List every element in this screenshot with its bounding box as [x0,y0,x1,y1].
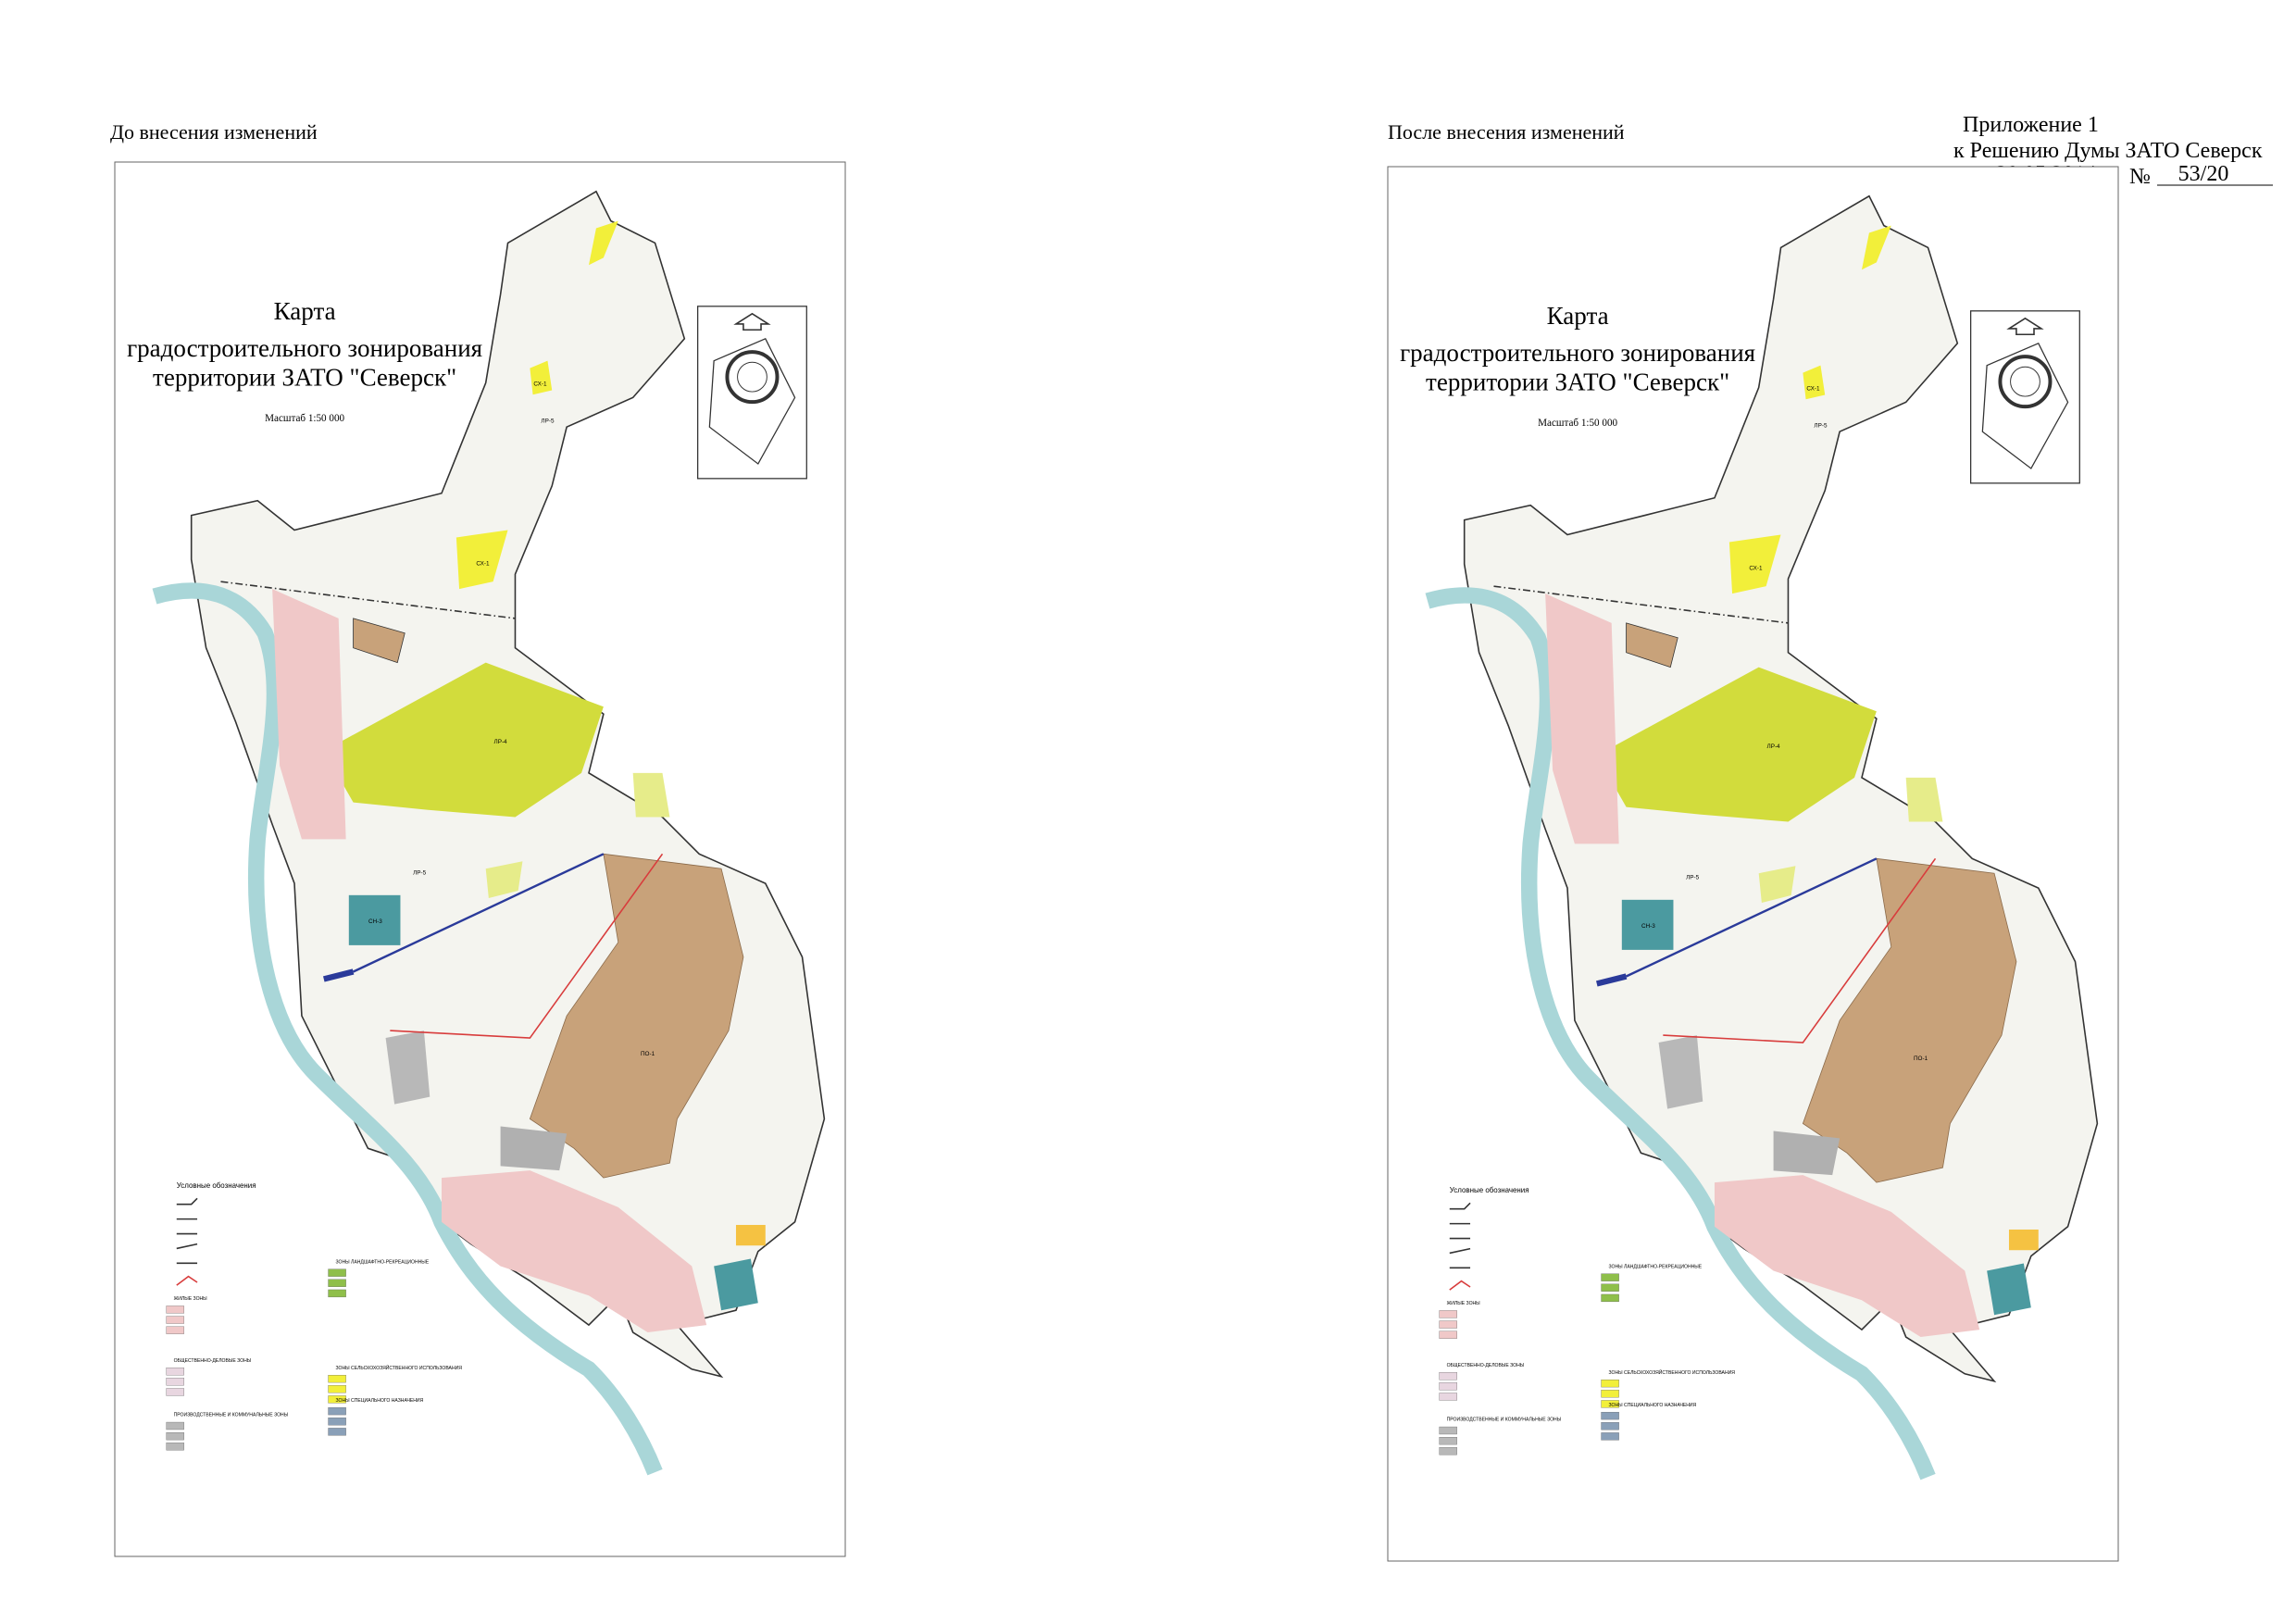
legend-swatch [166,1421,184,1430]
map-title: Карта [274,297,336,325]
map-title: территории ЗАТО "Северск" [153,364,456,392]
legend-swatch [328,1279,346,1287]
legend-swatch [328,1418,346,1426]
zone-label: СН-3 [1641,923,1655,930]
legend-swatch [328,1268,346,1277]
map-title: территории ЗАТО "Северск" [1426,369,1729,396]
legend-swatch [1439,1393,1457,1401]
map: Карта градостроительного зонированиятерри… [1400,196,2097,1477]
zone-label: ЛР-5 [1686,875,1700,881]
legend-swatch [328,1395,346,1404]
legend-section: ЖИЛЫЕ ЗОНЫ [1447,1301,1481,1306]
appendix-decision: к Решению Думы ЗАТО Северск [1953,139,2263,163]
legend-swatch [1601,1400,1619,1408]
map-title: градостроительного зонирования [1400,339,1755,367]
legend-swatch [1601,1432,1619,1441]
legend-title: Условные обозначения [177,1181,256,1190]
zone-label: СН-3 [368,918,382,925]
legend-section: ЗОНЫ СЕЛЬСКОХОЗЯЙСТВЕННОГО ИСПОЛЬЗОВАНИЯ [336,1364,463,1371]
map: Карта градостроительного зонированиятерри… [127,192,824,1472]
zone-label: ЛР-5 [413,870,427,877]
panel-caption: До внесения изменений [110,120,318,144]
legend-section: ЗОНЫ ЛАНДШАФТНО-РЕКРЕАЦИОННЫЕ [336,1259,430,1265]
legend-section: ЗОНЫ ЛАНДШАФТНО-РЕКРЕАЦИОННЫЕ [1609,1264,1703,1269]
legend-swatch [1601,1380,1619,1388]
legend-section: ЗОНЫ СПЕЦИАЛЬНОГО НАЗНАЧЕНИЯ [1609,1403,1697,1408]
legend-swatch [1601,1390,1619,1398]
legend-swatch [166,1378,184,1386]
legend-swatch [328,1428,346,1436]
legend-swatch [328,1406,346,1416]
map-title: градостроительного зонирования [127,334,482,362]
legend-section: ОБЩЕСТВЕННО-ДЕЛОВЫЕ ЗОНЫ [174,1358,252,1364]
legend-section: ЗОНЫ СПЕЦИАЛЬНОГО НАЗНАЧЕНИЯ [336,1398,424,1404]
legend-title: Условные обозначения [1450,1186,1529,1194]
legend-swatch [166,1326,184,1334]
legend-swatch [1439,1320,1457,1329]
zone-label: ЛР-5 [1814,422,1828,429]
legend-swatch [1601,1422,1619,1430]
legend-swatch [166,1443,184,1451]
legend-swatch [328,1289,346,1298]
legend-swatch [1439,1330,1457,1339]
zone-label: ПО-1 [1914,1056,1928,1062]
zone-label: СХ-1 [1806,386,1820,393]
zone-label: ЛР-4 [494,739,508,745]
legend-swatch [1439,1437,1457,1445]
legend-section: ЗОНЫ СЕЛЬСКОХОЗЯЙСТВЕННОГО ИСПОЛЬЗОВАНИЯ [1609,1368,1736,1376]
legend-swatch [1439,1310,1457,1318]
legend-swatch [1439,1447,1457,1455]
legend-swatch [1601,1293,1619,1303]
zone-label: СХ-1 [533,381,547,388]
legend-section: ПРОИЗВОДСТВЕННЫЕ И КОММУНАЛЬНЫЕ ЗОНЫ [1447,1418,1562,1423]
appendix-title: Приложение 1 [1963,113,2099,137]
map-title: Карта [1547,302,1609,330]
legend-section: ЖИЛЫЕ ЗОНЫ [174,1296,208,1302]
legend-section: ОБЩЕСТВЕННО-ДЕЛОВЫЕ ЗОНЫ [1447,1363,1525,1368]
legend-swatch [1439,1426,1457,1435]
legend-swatch [328,1375,346,1383]
zone-label: СХ-1 [476,561,490,568]
map-scale: Масштаб 1:50 000 [1538,418,1617,429]
zone-label: ПО-1 [641,1051,655,1057]
legend-swatch [1439,1382,1457,1391]
legend-swatch [166,1368,184,1376]
zone-label: СХ-1 [1749,566,1763,572]
appendix-number-prefix: № [2129,165,2151,189]
panel-caption: После внесения изменений [1388,120,1625,144]
legend-swatch [1601,1411,1619,1420]
legend-swatch [1439,1372,1457,1380]
legend-swatch [166,1388,184,1396]
legend-swatch [328,1385,346,1393]
legend-swatch [1601,1273,1619,1281]
zone-label: ЛР-5 [541,418,555,424]
legend-swatch [166,1316,184,1324]
map-scale: Масштаб 1:50 000 [265,413,344,424]
legend-swatch [166,1432,184,1441]
legend-swatch [166,1305,184,1314]
legend-swatch [1601,1283,1619,1292]
appendix-number: 53/20 [2178,162,2229,186]
zone-label: ЛР-4 [1767,743,1781,750]
legend-section: ПРОИЗВОДСТВЕННЫЕ И КОММУНАЛЬНЫЕ ЗОНЫ [174,1413,289,1418]
